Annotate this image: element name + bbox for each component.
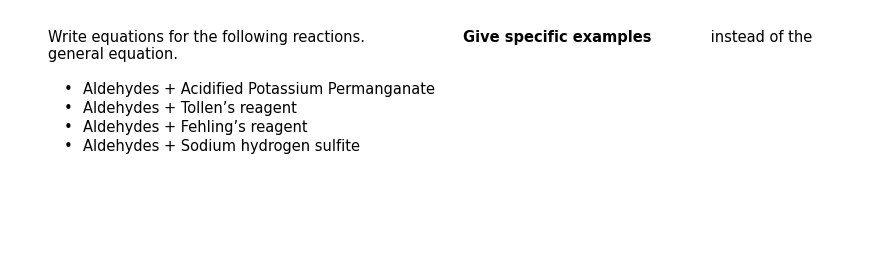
Text: Write equations for the following reactions.: Write equations for the following reacti… <box>48 30 370 45</box>
Text: Aldehydes + Tollen’s reagent: Aldehydes + Tollen’s reagent <box>83 101 297 116</box>
Text: •: • <box>64 101 72 116</box>
Text: general equation.: general equation. <box>48 47 178 62</box>
Text: •: • <box>64 120 72 135</box>
Text: Aldehydes + Fehling’s reagent: Aldehydes + Fehling’s reagent <box>83 120 308 135</box>
Text: instead of the: instead of the <box>706 30 812 45</box>
Text: Give specific examples: Give specific examples <box>463 30 652 45</box>
Text: •: • <box>64 139 72 154</box>
Text: Aldehydes + Acidified Potassium Permanganate: Aldehydes + Acidified Potassium Permanga… <box>83 82 435 97</box>
Text: Aldehydes + Sodium hydrogen sulfite: Aldehydes + Sodium hydrogen sulfite <box>83 139 360 154</box>
Text: •: • <box>64 82 72 97</box>
